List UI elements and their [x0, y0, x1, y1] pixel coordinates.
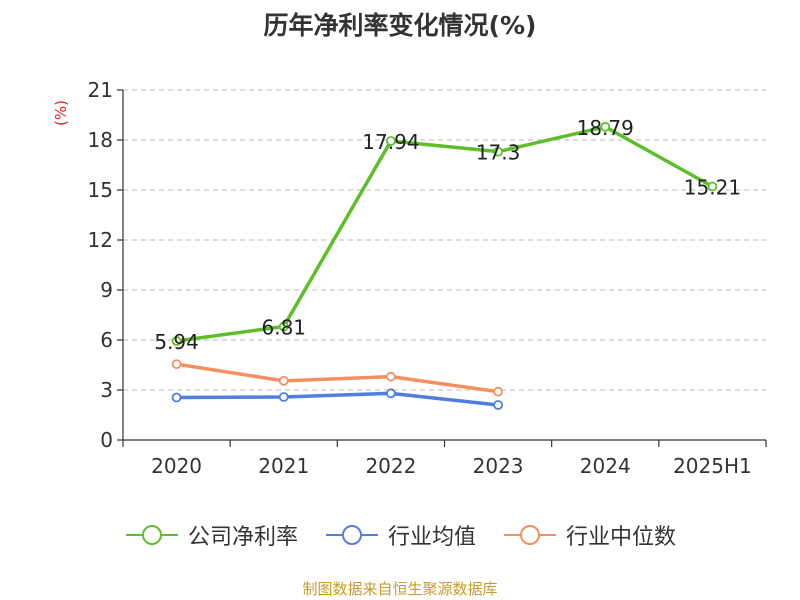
- y-tick-label: 9: [100, 278, 113, 302]
- y-tick-label: 18: [88, 128, 113, 152]
- series-point-0: [171, 336, 182, 346]
- legend: 公司净利率 行业均值 行业中位数: [0, 519, 800, 551]
- series-point-1: [493, 400, 503, 410]
- legend-label: 公司净利率: [187, 525, 298, 550]
- x-tick-label: 2025H1: [673, 454, 752, 478]
- series-line-2: [174, 362, 500, 394]
- legend-label: 行业中位数: [566, 525, 677, 550]
- series-point-0: [386, 136, 396, 146]
- y-tick-label: 12: [88, 228, 113, 252]
- series-point-0: [278, 321, 289, 332]
- legend-swatch-marker: [141, 525, 162, 545]
- legend-item[interactable]: 公司净利率: [124, 519, 298, 551]
- y-tick-label: 6: [100, 328, 113, 352]
- series-line-1: [174, 391, 500, 407]
- legend-item[interactable]: 行业均值: [324, 519, 476, 551]
- legend-label: 行业均值: [387, 525, 476, 550]
- legend-swatch-marker: [520, 525, 540, 545]
- series-point-0: [600, 121, 611, 132]
- series-point-2: [386, 371, 396, 382]
- series-point-1: [386, 388, 396, 399]
- x-tick-label: 2022: [365, 454, 416, 478]
- series-line-0: [174, 125, 715, 343]
- y-tick-label: 0: [100, 428, 113, 452]
- series-point-2: [171, 359, 182, 370]
- legend-swatch-icon: [325, 525, 378, 545]
- y-tick-label: 3: [100, 378, 113, 402]
- series-point-1: [278, 392, 289, 402]
- data-label: 17.3: [476, 141, 521, 165]
- series-point-0: [493, 146, 503, 157]
- series-point-1: [171, 392, 182, 403]
- legend-swatch-icon: [504, 525, 556, 545]
- x-tick-label: 2024: [580, 454, 631, 478]
- data-label: 5.94: [154, 330, 199, 354]
- x-tick-label: 2023: [473, 454, 524, 478]
- data-label: 6.81: [261, 316, 306, 340]
- legend-swatch-icon: [125, 525, 178, 545]
- x-tick-label: 2020: [151, 454, 202, 478]
- data-label: 15.21: [684, 176, 741, 200]
- x-tick-label: 2021: [258, 454, 309, 478]
- legend-item[interactable]: 行业中位数: [502, 519, 676, 551]
- y-tick-label: 15: [88, 178, 113, 202]
- chart-title: 历年净利率变化情况(%): [263, 11, 537, 40]
- series-point-2: [493, 386, 503, 397]
- legend-swatch-marker: [341, 525, 362, 545]
- y-tick-label: 21: [88, 78, 113, 102]
- source-note: 制图数据来自恒生聚源数据库: [302, 580, 498, 598]
- series-point-2: [278, 375, 289, 386]
- series-point-0: [707, 181, 718, 192]
- data-label: 17.94: [362, 130, 419, 154]
- data-label: 18.79: [577, 116, 634, 140]
